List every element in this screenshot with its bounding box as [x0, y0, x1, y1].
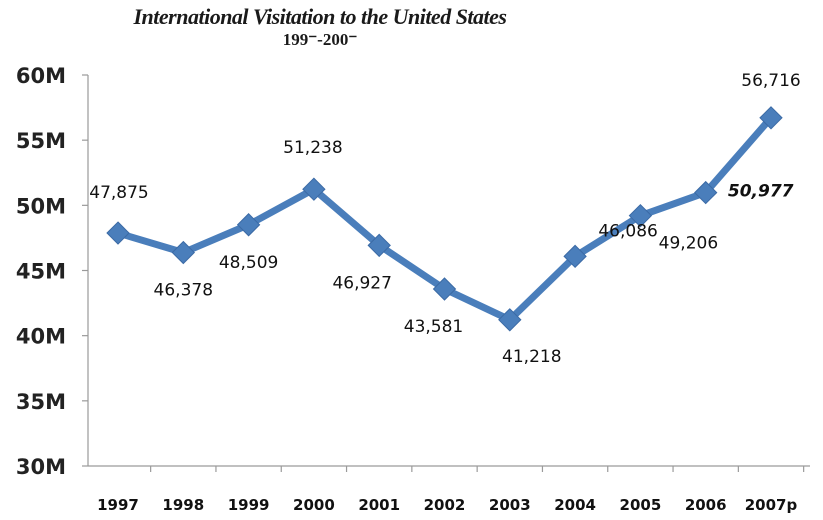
- x-tick-label: 1999: [228, 496, 270, 514]
- x-tick-label: 2007p: [745, 496, 798, 514]
- data-point: [498, 308, 522, 332]
- data-point: [693, 180, 718, 205]
- data-point: [106, 221, 130, 245]
- data-label: 46,927: [332, 273, 391, 293]
- x-tick-label: 2001: [358, 496, 400, 514]
- data-point: [563, 244, 587, 269]
- y-tick-label: 40M: [16, 325, 66, 349]
- x-tick-label: 2006: [685, 496, 727, 514]
- y-tick-label: 50M: [16, 194, 66, 218]
- data-point: [759, 106, 783, 130]
- x-tick-label: 2002: [424, 496, 466, 514]
- data-label: 51,238: [283, 138, 342, 158]
- chart-subtitle: 199⁻-200⁻: [282, 30, 358, 49]
- y-tick-label: 35M: [16, 390, 66, 414]
- x-tick-label: 1998: [162, 496, 204, 514]
- y-tick-label: 60M: [16, 64, 66, 88]
- y-tick-label: 30M: [16, 455, 66, 479]
- data-label: 47,875: [89, 183, 148, 203]
- data-point: [171, 240, 196, 265]
- x-tick-label: 1997: [97, 496, 139, 514]
- data-point: [236, 213, 261, 237]
- x-tick-label: 2005: [620, 496, 662, 514]
- data-label: 48,509: [219, 253, 278, 273]
- data-point: [628, 203, 653, 228]
- y-tick-label: 55M: [16, 129, 66, 153]
- x-tick-label: 2003: [489, 496, 531, 514]
- data-label: 56,716: [741, 71, 800, 91]
- data-point: [302, 177, 326, 201]
- data-label: 43,581: [404, 317, 463, 337]
- y-tick-label: 45M: [16, 260, 66, 284]
- data-point: [367, 233, 391, 258]
- data-label: 49,206: [659, 234, 718, 254]
- data-point: [432, 277, 457, 301]
- data-label: 46,378: [154, 281, 213, 301]
- chart-title: International Visitation to the United S…: [133, 4, 507, 29]
- data-label: 41,218: [502, 347, 561, 367]
- x-tick-label: 2004: [554, 496, 596, 514]
- data-label: 46,086: [598, 221, 657, 241]
- data-label: 50,977: [728, 182, 794, 202]
- x-tick-label: 2000: [293, 496, 335, 514]
